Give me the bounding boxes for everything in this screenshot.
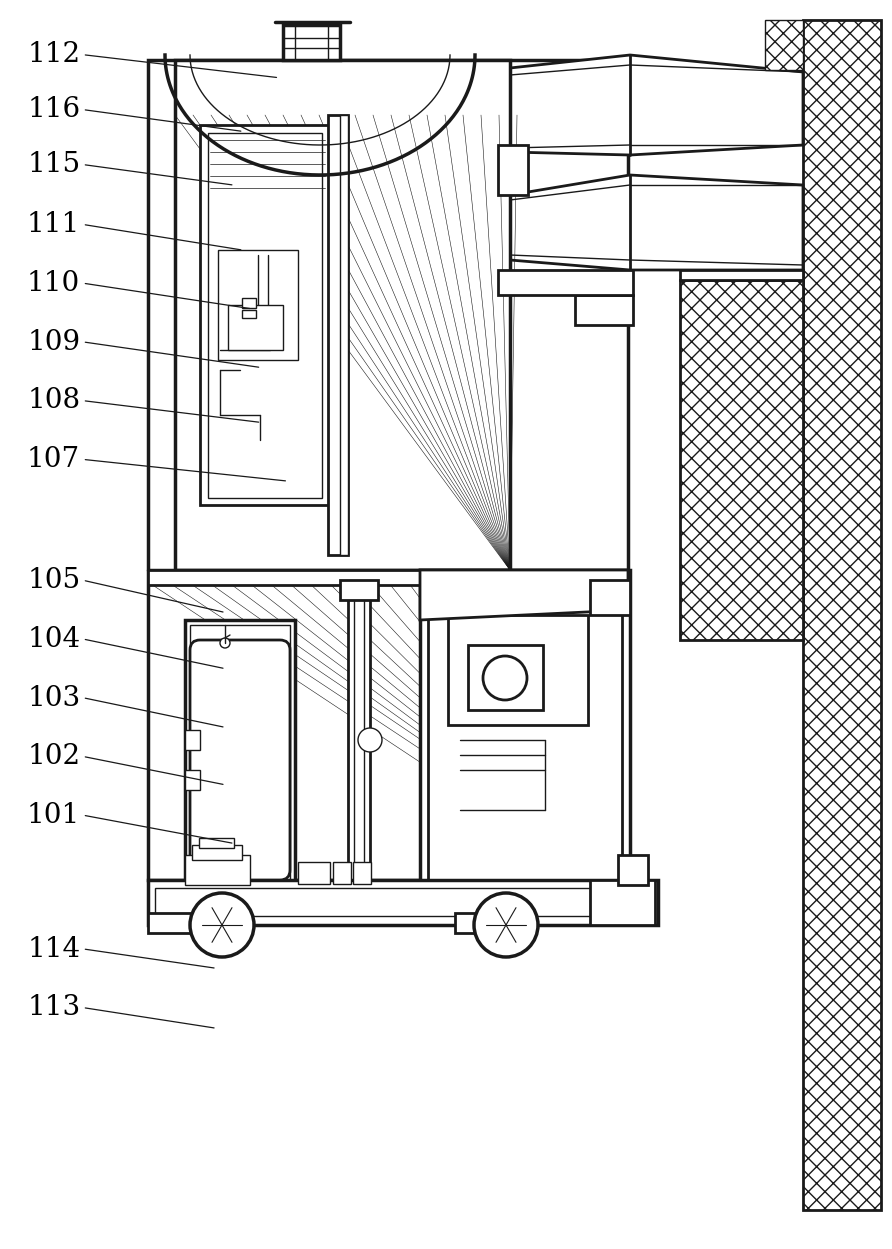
Bar	[765, 20, 803, 70]
Text: 104: 104	[27, 626, 80, 653]
Bar	[155, 888, 650, 916]
Circle shape	[358, 728, 382, 752]
Bar	[468, 644, 543, 709]
Circle shape	[474, 893, 538, 957]
Text: 110: 110	[27, 270, 80, 297]
Bar	[192, 846, 242, 861]
Bar	[200, 125, 330, 505]
Bar	[340, 580, 378, 600]
Text: 116: 116	[27, 96, 80, 124]
Bar	[148, 913, 248, 933]
Polygon shape	[510, 55, 803, 155]
Bar	[218, 250, 298, 360]
Bar	[455, 913, 535, 933]
Text: 113: 113	[27, 994, 80, 1022]
Bar	[242, 299, 256, 309]
Text: 103: 103	[27, 684, 80, 712]
Text: 105: 105	[27, 567, 80, 595]
Bar	[190, 624, 290, 911]
Text: 108: 108	[27, 387, 80, 415]
Bar	[590, 580, 630, 615]
Bar	[590, 881, 655, 926]
Bar	[199, 838, 234, 848]
Bar	[803, 20, 881, 1210]
Text: 109: 109	[27, 328, 80, 356]
Bar	[354, 588, 364, 908]
Polygon shape	[510, 175, 803, 270]
Bar	[498, 270, 633, 295]
Bar	[448, 615, 588, 724]
Bar	[680, 280, 803, 639]
Bar	[185, 856, 250, 886]
Bar	[333, 862, 351, 884]
Bar	[175, 60, 510, 570]
Polygon shape	[283, 25, 340, 60]
Text: 114: 114	[27, 936, 80, 963]
Text: 107: 107	[27, 446, 80, 473]
Text: 111: 111	[27, 211, 80, 239]
Bar	[228, 305, 283, 350]
Text: 112: 112	[27, 41, 80, 69]
Bar	[575, 295, 633, 325]
Bar	[328, 115, 348, 555]
Bar	[340, 115, 348, 555]
Circle shape	[483, 656, 527, 699]
Text: 102: 102	[27, 743, 80, 771]
Bar	[185, 620, 295, 916]
Bar	[208, 132, 322, 498]
Bar	[148, 570, 628, 585]
Circle shape	[220, 638, 230, 648]
Bar	[348, 583, 370, 913]
Bar	[498, 145, 528, 195]
FancyBboxPatch shape	[190, 639, 290, 881]
Bar	[680, 270, 803, 280]
Bar	[148, 60, 628, 881]
Bar	[148, 881, 658, 926]
Bar	[353, 862, 371, 884]
Bar	[242, 310, 256, 318]
Bar	[420, 570, 630, 901]
Text: 101: 101	[27, 802, 80, 829]
Bar	[618, 856, 648, 886]
Bar	[298, 862, 330, 884]
Polygon shape	[420, 570, 628, 620]
Text: 115: 115	[27, 151, 80, 179]
Circle shape	[190, 893, 254, 957]
Bar	[428, 578, 622, 893]
Bar	[185, 729, 200, 749]
Bar	[185, 769, 200, 791]
